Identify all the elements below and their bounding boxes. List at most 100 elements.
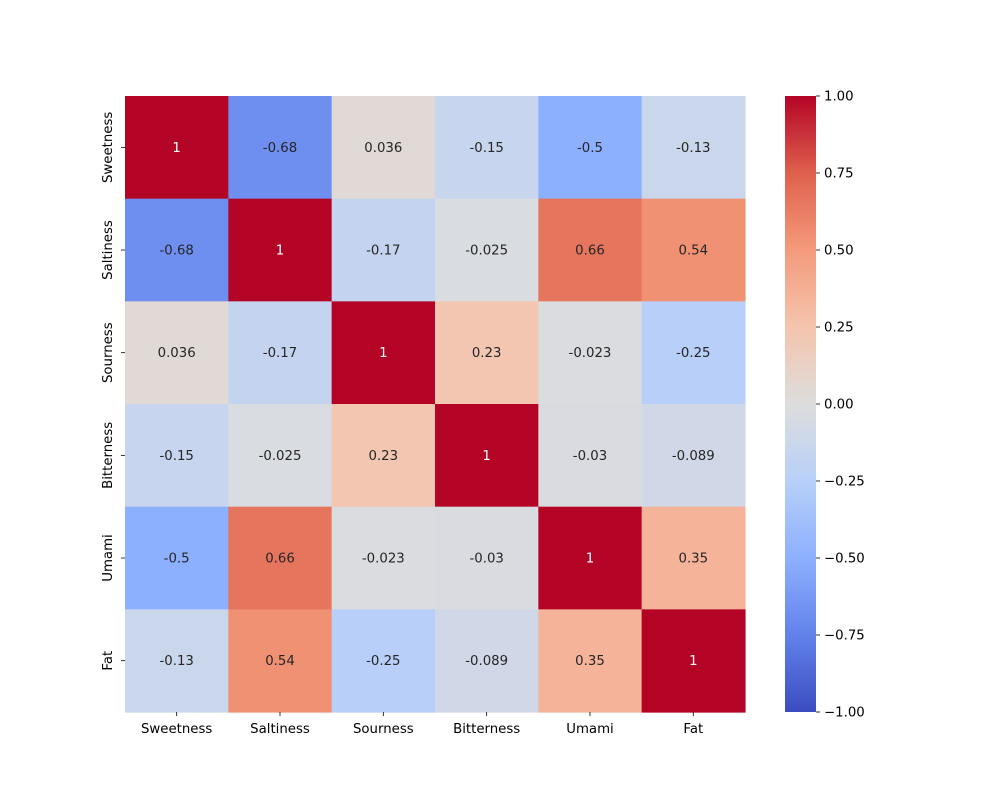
cell-annotation-5-0: -0.13: [159, 654, 193, 669]
y-tick-label-3: Bitterness: [101, 422, 116, 489]
heatmap-cell-2-4: [538, 301, 643, 405]
cell-annotation-4-4: 1: [586, 552, 594, 567]
heatmap-cell-3-4: [538, 404, 643, 508]
y-tick-label-2: Sourness: [101, 322, 116, 383]
cell-annotation-2-2: 1: [379, 346, 387, 361]
cell-annotation-4-0: -0.5: [164, 552, 190, 567]
cell-annotation-0-4: -0.5: [577, 141, 603, 156]
cell-annotation-1-4: 0.66: [575, 244, 605, 259]
x-tick-label-4: Umami: [566, 722, 613, 737]
y-tick-label-4: Umami: [101, 534, 116, 581]
heatmap-cell-0-3: [434, 96, 539, 200]
y-tick-label-1: Saltiness: [101, 220, 116, 280]
heatmap-cell-2-1: [228, 301, 333, 405]
cell-annotation-3-1: -0.025: [259, 449, 302, 464]
colorbar-tick-label-3: 0.25: [824, 321, 854, 336]
heatmap-cell-1-1: [228, 198, 333, 302]
y-axis: Sweetness Saltiness Sourness Bitterness Umam…: [101, 112, 125, 671]
colorbar: 1.00 0.75 0.50 0.25 0.00 −0.25 −0.50 −0.75 −1.00: [785, 90, 865, 721]
cell-annotation-5-5: 1: [689, 654, 697, 669]
heatmap-cell-5-3: [434, 609, 539, 713]
colorbar-tick-label-6: −0.50: [824, 552, 865, 567]
cell-annotation-0-1: -0.68: [263, 141, 297, 156]
cell-annotation-2-4: -0.023: [569, 346, 612, 361]
heatmap-cell-0-2: [331, 96, 436, 200]
heatmap-cell-5-5: [641, 609, 746, 713]
cell-annotation-2-3: 0.23: [472, 346, 502, 361]
heatmap-cell-0-0: [125, 96, 229, 200]
heatmap-cell-1-0: [125, 198, 229, 302]
cell-annotation-4-2: -0.023: [362, 552, 405, 567]
x-tick-label-1: Saltiness: [250, 722, 310, 737]
cell-annotation-3-0: -0.15: [159, 449, 193, 464]
cell-annotation-4-3: -0.03: [469, 552, 503, 567]
cell-annotation-1-1: 1: [276, 244, 284, 259]
x-tick-label-0: Sweetness: [141, 722, 212, 737]
heatmap-cell-5-4: [538, 609, 643, 713]
heatmap-cell-4-4: [538, 506, 643, 610]
heatmap-cell-3-5: [641, 404, 746, 508]
heatmap-cell-3-2: [331, 404, 436, 508]
heatmap-cell-0-1: [228, 96, 333, 200]
cell-annotation-4-1: 0.66: [265, 552, 295, 567]
cell-annotation-5-2: -0.25: [366, 654, 400, 669]
x-axis: Sweetness Saltiness Sourness Bitterness Umam…: [141, 712, 703, 737]
heatmap-cell-5-1: [228, 609, 333, 713]
heatmap-cell-2-0: [125, 301, 229, 405]
heatmap-cell-4-1: [228, 506, 333, 610]
colorbar-gradient: [785, 96, 816, 712]
colorbar-tick-label-5: −0.25: [824, 475, 865, 490]
cell-annotation-5-3: -0.089: [465, 654, 508, 669]
cell-annotation-2-0: 0.036: [158, 346, 196, 361]
heatmap-cell-1-5: [641, 198, 746, 302]
heatmap-cell-3-3: [434, 404, 539, 508]
cell-annotation-3-4: -0.03: [573, 449, 607, 464]
cell-annotation-3-3: 1: [482, 449, 490, 464]
heatmap-cell-3-1: [228, 404, 333, 508]
cell-annotation-2-1: -0.17: [263, 346, 297, 361]
cell-annotation-3-5: -0.089: [672, 449, 715, 464]
x-tick-label-2: Sourness: [353, 722, 414, 737]
heatmap-cell-1-4: [538, 198, 643, 302]
cell-annotation-2-5: -0.25: [676, 346, 710, 361]
heatmap-cell-4-3: [434, 506, 539, 610]
heatmap-cell-1-2: [331, 198, 436, 302]
heatmap-cell-2-3: [434, 301, 539, 405]
heatmap-cell-3-0: [125, 404, 229, 508]
cell-annotation-1-2: -0.17: [366, 244, 400, 259]
heatmap-cell-2-5: [641, 301, 746, 405]
heatmap-cell-0-5: [641, 96, 746, 200]
cell-annotation-5-4: 0.35: [575, 654, 605, 669]
cell-annotation-0-2: 0.036: [364, 141, 402, 156]
x-tick-label-3: Bitterness: [453, 722, 520, 737]
heatmap-cell-0-4: [538, 96, 643, 200]
colorbar-tick-label-4: 0.00: [824, 398, 854, 413]
heatmap-cell-4-5: [641, 506, 746, 610]
heatmap-cell-1-3: [434, 198, 539, 302]
heatmap-cell-4-2: [331, 506, 436, 610]
cell-annotation-1-5: 0.54: [679, 244, 709, 259]
y-tick-label-0: Sweetness: [101, 112, 116, 183]
cell-annotation-0-3: -0.15: [469, 141, 503, 156]
heatmap-cell-5-2: [331, 609, 436, 713]
cell-annotation-1-3: -0.025: [465, 244, 508, 259]
colorbar-tick-label-8: −1.00: [824, 706, 865, 721]
colorbar-tick-label-2: 0.50: [824, 244, 854, 259]
y-tick-label-5: Fat: [101, 651, 116, 671]
heatmap-cells: [125, 96, 746, 713]
colorbar-tick-label-0: 1.00: [824, 90, 854, 105]
heatmap-cell-2-2: [331, 301, 436, 405]
cell-annotation-4-5: 0.35: [679, 552, 709, 567]
heatmap-cell-4-0: [125, 506, 229, 610]
cell-annotation-1-0: -0.68: [159, 244, 193, 259]
x-tick-label-5: Fat: [683, 722, 703, 737]
heatmap-cell-5-0: [125, 609, 229, 713]
colorbar-tick-label-7: −0.75: [824, 629, 865, 644]
cell-annotations: 1 -0.68 0.036 -0.15 -0.5 -0.13 -0.68 1 -0.17 -0.0…: [158, 141, 715, 669]
cell-annotation-5-1: 0.54: [265, 654, 295, 669]
cell-annotation-3-2: 0.23: [369, 449, 399, 464]
cell-annotation-0-5: -0.13: [676, 141, 710, 156]
cell-annotation-0-0: 1: [172, 141, 180, 156]
colorbar-tick-label-1: 0.75: [824, 167, 854, 182]
